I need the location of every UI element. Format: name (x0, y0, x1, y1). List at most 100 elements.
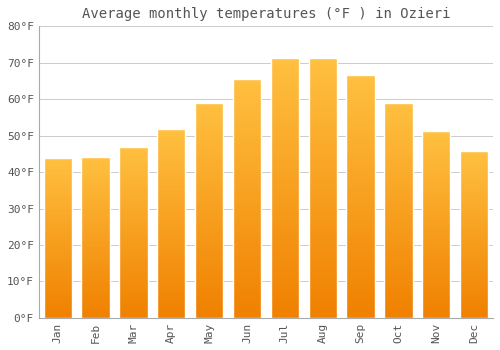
Bar (346, 306, 375, 308)
Bar (308, 188, 337, 191)
Bar (384, 296, 412, 299)
Bar (44, 300, 72, 302)
Bar (195, 262, 224, 264)
Bar (157, 208, 186, 210)
Bar (119, 206, 148, 208)
Bar (346, 252, 375, 255)
Bar (346, 303, 375, 306)
Bar (233, 79, 261, 318)
Bar (82, 175, 110, 176)
Bar (308, 196, 337, 198)
Bar (384, 120, 412, 122)
Bar (119, 166, 148, 167)
Bar (157, 240, 186, 243)
Bar (119, 289, 148, 290)
Bar (346, 267, 375, 270)
Bar (82, 159, 110, 160)
Bar (422, 159, 450, 161)
Bar (233, 155, 261, 158)
Bar (44, 230, 72, 231)
Bar (346, 238, 375, 240)
Bar (308, 116, 337, 118)
Bar (195, 230, 224, 232)
Bar (233, 203, 261, 206)
Bar (157, 203, 186, 205)
Bar (422, 186, 450, 187)
Bar (82, 176, 110, 178)
Bar (460, 300, 488, 301)
Bar (308, 58, 337, 61)
Bar (195, 118, 224, 120)
Bar (82, 245, 110, 247)
Bar (422, 273, 450, 275)
Bar (195, 258, 224, 260)
Bar (270, 271, 299, 274)
Bar (460, 303, 488, 304)
Bar (233, 225, 261, 227)
Bar (157, 178, 186, 180)
Bar (119, 195, 148, 196)
Bar (119, 215, 148, 217)
Bar (119, 279, 148, 280)
Bar (308, 206, 337, 209)
Bar (119, 210, 148, 212)
Bar (195, 124, 224, 126)
Bar (460, 291, 488, 293)
Bar (157, 191, 186, 193)
Bar (460, 166, 488, 168)
Bar (270, 292, 299, 295)
Bar (44, 251, 72, 252)
Bar (119, 261, 148, 263)
Bar (460, 170, 488, 171)
Bar (460, 218, 488, 220)
Bar (157, 259, 186, 261)
Bar (44, 218, 72, 220)
Bar (346, 202, 375, 204)
Bar (270, 274, 299, 276)
Bar (308, 167, 337, 170)
Bar (195, 199, 224, 202)
Bar (308, 121, 337, 123)
Bar (384, 309, 412, 312)
Bar (44, 307, 72, 308)
Bar (308, 154, 337, 157)
Bar (346, 255, 375, 257)
Bar (195, 225, 224, 228)
Bar (422, 298, 450, 299)
Bar (270, 224, 299, 227)
Bar (44, 169, 72, 170)
Bar (195, 131, 224, 133)
Bar (422, 215, 450, 217)
Bar (460, 160, 488, 161)
Bar (195, 172, 224, 174)
Bar (119, 237, 148, 239)
Bar (44, 174, 72, 175)
Bar (270, 256, 299, 258)
Bar (460, 215, 488, 216)
Bar (82, 160, 110, 162)
Bar (119, 177, 148, 179)
Bar (308, 178, 337, 180)
Bar (270, 118, 299, 121)
Bar (119, 170, 148, 172)
Bar (157, 307, 186, 308)
Bar (308, 253, 337, 255)
Bar (384, 271, 412, 273)
Bar (233, 163, 261, 165)
Bar (308, 157, 337, 160)
Bar (422, 251, 450, 253)
Bar (384, 210, 412, 212)
Bar (157, 288, 186, 289)
Bar (119, 217, 148, 218)
Bar (82, 234, 110, 236)
Bar (308, 204, 337, 206)
Bar (270, 152, 299, 154)
Bar (195, 312, 224, 314)
Bar (119, 188, 148, 189)
Bar (460, 206, 488, 208)
Bar (460, 278, 488, 280)
Bar (233, 308, 261, 311)
Bar (82, 165, 110, 167)
Bar (119, 282, 148, 284)
Bar (44, 175, 72, 177)
